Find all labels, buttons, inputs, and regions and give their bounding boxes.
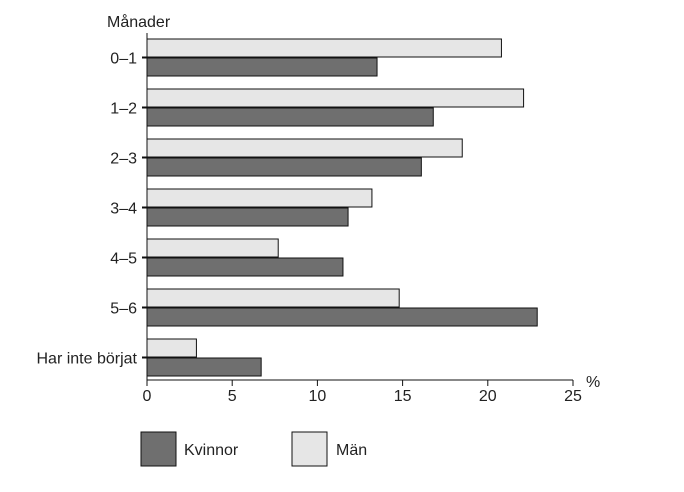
legend-label-kvinnor: Kvinnor: [184, 442, 239, 459]
bar-kvinnor-0: [146, 57, 378, 77]
bar-kvinnor-4: [146, 257, 344, 277]
bar-män-5: [146, 288, 400, 308]
bar-kvinnor-5: [146, 307, 538, 327]
y-tick-label-0: 0–1: [110, 51, 137, 68]
x-tick-label-4: 20: [479, 388, 497, 405]
legend: Kvinnor Män: [140, 431, 367, 467]
bar-män-0: [146, 38, 502, 58]
y-tick-label-5: 5–6: [110, 301, 137, 318]
bar-kvinnor-1: [146, 107, 434, 127]
y-tick-label-3: 3–4: [110, 201, 137, 218]
y-axis-title: Månader: [107, 13, 171, 31]
x-tick-label-2: 10: [309, 388, 327, 405]
bar-män-6: [146, 338, 197, 358]
bars-group: [146, 38, 538, 377]
bar-män-4: [146, 238, 279, 258]
x-tick-label-5: 25: [564, 388, 582, 405]
bar-män-3: [146, 188, 373, 208]
x-tick-label-0: 0: [143, 388, 152, 405]
legend-label-man: Män: [336, 442, 367, 459]
x-tick-label-3: 15: [394, 388, 412, 405]
x-tick-label-1: 5: [228, 388, 237, 405]
y-tick-label-1: 1–2: [110, 101, 137, 118]
x-axis-unit-label: %: [586, 374, 600, 391]
bar-män-2: [146, 138, 463, 158]
y-tick-label-4: 4–5: [110, 251, 137, 268]
axes-group: 0–1 1–2 2–3 3–4 4–5 5–6 Har inte börjat 0 5 10 15 2…: [37, 33, 582, 405]
legend-swatch-kvinnor: [140, 431, 177, 467]
bar-kvinnor-3: [146, 207, 349, 227]
bar-kvinnor-2: [146, 157, 422, 177]
bar-män-1: [146, 88, 525, 108]
y-tick-label-2: 2–3: [110, 151, 137, 168]
legend-swatch-man: [291, 431, 328, 467]
bar-kvinnor-6: [146, 357, 262, 377]
y-tick-label-6: Har inte börjat: [37, 351, 138, 368]
